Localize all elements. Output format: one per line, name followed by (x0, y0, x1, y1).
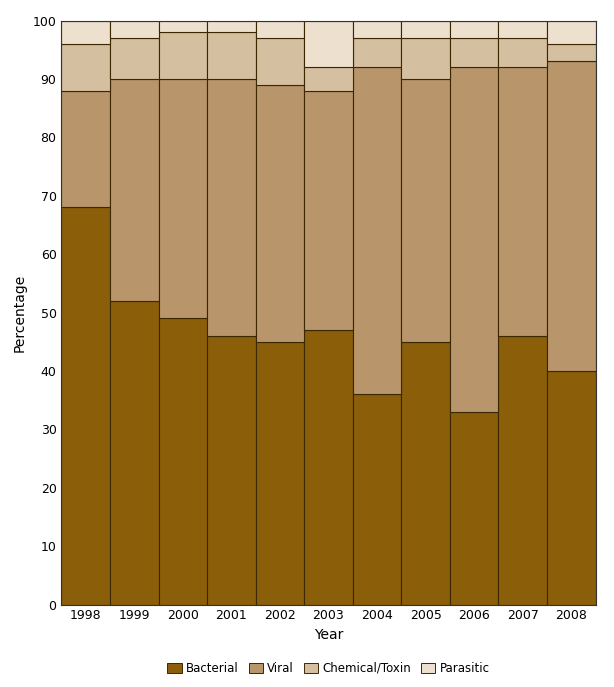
Bar (402, 38, 450, 79)
Bar (499, 67, 547, 336)
Bar (304, 330, 353, 605)
Bar (547, 61, 596, 371)
Bar (255, 38, 304, 85)
Bar (547, 371, 596, 605)
Bar (110, 21, 158, 38)
Bar (304, 67, 353, 91)
Bar (61, 91, 110, 207)
Bar (353, 67, 402, 394)
X-axis label: Year: Year (314, 628, 343, 642)
Bar (402, 21, 450, 38)
Y-axis label: Percentage: Percentage (13, 273, 27, 352)
Bar (207, 336, 255, 605)
Bar (110, 79, 158, 301)
Bar (402, 79, 450, 341)
Bar (61, 44, 110, 91)
Bar (450, 38, 499, 67)
Bar (547, 21, 596, 44)
Bar (255, 341, 304, 605)
Bar (547, 44, 596, 61)
Bar (158, 21, 207, 32)
Bar (499, 336, 547, 605)
Bar (353, 394, 402, 605)
Bar (304, 21, 353, 67)
Bar (255, 85, 304, 341)
Bar (61, 21, 110, 44)
Bar (207, 21, 255, 32)
Bar (353, 38, 402, 67)
Bar (499, 38, 547, 67)
Bar (450, 21, 499, 38)
Bar (207, 32, 255, 79)
Bar (110, 38, 158, 79)
Bar (207, 79, 255, 336)
Bar (450, 412, 499, 605)
Bar (110, 301, 158, 605)
Legend: Bacterial, Viral, Chemical/Toxin, Parasitic: Bacterial, Viral, Chemical/Toxin, Parasi… (163, 657, 494, 679)
Bar (450, 67, 499, 412)
Bar (353, 21, 402, 38)
Bar (499, 21, 547, 38)
Bar (304, 91, 353, 330)
Bar (158, 79, 207, 319)
Bar (402, 341, 450, 605)
Bar (255, 21, 304, 38)
Bar (158, 319, 207, 605)
Bar (158, 32, 207, 79)
Bar (61, 207, 110, 605)
